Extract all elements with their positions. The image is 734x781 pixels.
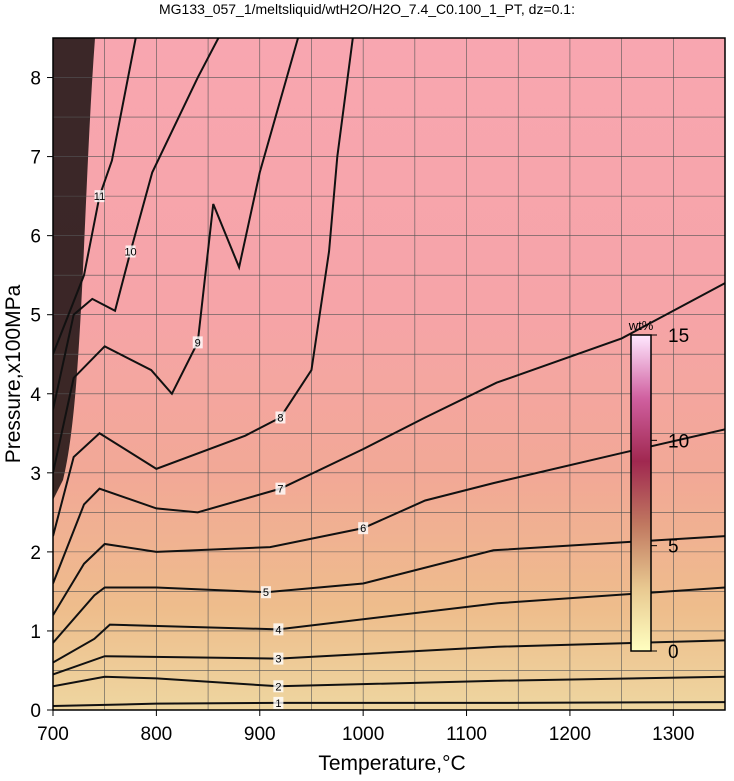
y-tick-label: 2 [30,543,41,564]
contour-line [53,586,725,664]
y-tick-label: 3 [30,464,41,485]
contour-label-box [94,190,105,203]
contour-label-box [358,522,369,535]
colorbar-tick-label: 5 [668,537,679,558]
y-tick-label: 7 [30,148,41,169]
contour-line [53,38,354,537]
colorbar-tick-label: 10 [668,431,689,452]
plot-frame [52,37,726,711]
contour-label: 2 [275,681,281,693]
x-tick-label: 1000 [342,724,384,745]
contour-line [53,428,725,616]
contour-label-box [275,411,286,424]
colorbar-label: wt% [628,318,654,333]
x-tick-label: 700 [37,724,69,745]
contour-label: 10 [124,246,136,258]
y-tick-label: 0 [30,701,41,722]
y-axis-label: Pressure,x100MPa [2,284,25,463]
contour-label-box [275,482,286,495]
y-tick-label: 5 [30,306,41,327]
y-tick-label: 8 [30,69,41,90]
contour-label-box [273,652,284,665]
contour-label: 3 [275,654,281,666]
x-tick-label: 1100 [446,724,487,745]
contour-label: 11 [94,191,105,203]
x-tick-label: 1200 [549,724,591,745]
chart-title: MG133_057_1/meltsliquid/wtH2O/H2O_7.4_C0… [159,1,575,17]
contour-label-box [273,623,284,636]
contour-label-box [273,696,284,709]
contour-label: 4 [275,624,281,636]
contour-label-box [260,586,271,599]
contour-line [53,38,299,474]
contour-label: 8 [277,412,283,424]
contour-label: 9 [195,337,201,349]
contour-label-box [192,336,203,349]
colorbar-tick-label: 15 [668,326,689,347]
contour-line [53,675,725,688]
colorbar [630,334,652,652]
plot-background [53,38,725,710]
contour-label-box [273,680,284,693]
colorbar-tick-label: 0 [668,642,679,663]
x-tick-label: 900 [244,724,276,745]
x-tick-label: 800 [141,724,173,745]
contour-label: 1 [275,698,281,710]
contour-label: 6 [360,523,366,535]
x-axis-label: Temperature,°C [318,752,465,775]
contour-label: 7 [277,484,283,496]
contour-line [53,535,725,644]
y-tick-label: 4 [30,385,41,406]
x-tick-label: 1300 [652,724,694,745]
y-tick-label: 1 [30,622,41,643]
dark-region [53,38,95,500]
contour-line [53,38,220,410]
contour-label-box [125,245,136,258]
contour-label: 5 [263,587,269,599]
y-tick-label: 6 [30,227,41,248]
